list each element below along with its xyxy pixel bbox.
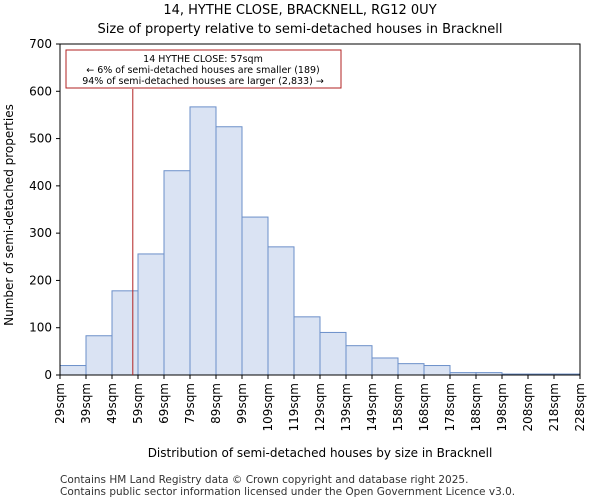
y-tick-label: 400 xyxy=(29,179,52,193)
x-tick-label: 218sqm xyxy=(547,383,561,431)
y-tick-label: 100 xyxy=(29,321,52,335)
chart-subtitle: Size of property relative to semi-detach… xyxy=(97,22,503,37)
x-tick-label: 99sqm xyxy=(235,383,249,424)
histogram-bar xyxy=(397,363,425,376)
x-tick-label: 208sqm xyxy=(521,383,535,431)
x-tick-label: 198sqm xyxy=(495,383,509,431)
y-tick-label: 0 xyxy=(44,368,52,382)
histogram-bar xyxy=(267,246,295,376)
histogram-bar xyxy=(293,316,321,376)
annotation-line-2: ← 6% of semi-detached houses are smaller… xyxy=(86,65,320,76)
histogram-bar xyxy=(319,331,347,376)
y-tick-label: 700 xyxy=(29,37,52,51)
y-tick-label: 300 xyxy=(29,226,52,240)
x-tick-label: 119sqm xyxy=(287,383,301,431)
x-tick-label: 139sqm xyxy=(339,383,353,431)
x-tick-label: 89sqm xyxy=(209,383,223,424)
histogram-bar xyxy=(137,253,165,376)
histogram-bar xyxy=(241,216,269,376)
x-tick-label: 39sqm xyxy=(79,383,93,424)
histogram-bar xyxy=(189,106,217,376)
histogram-bar xyxy=(111,290,139,376)
x-axis-label: Distribution of semi-detached houses by … xyxy=(148,446,493,460)
y-tick-label: 600 xyxy=(29,84,52,98)
x-tick-label: 59sqm xyxy=(131,383,145,424)
x-tick-label: 149sqm xyxy=(365,383,379,431)
x-tick-label: 109sqm xyxy=(261,383,275,431)
histogram-bar xyxy=(163,170,191,376)
chart-title: 14, HYTHE CLOSE, BRACKNELL, RG12 0UY xyxy=(163,3,437,18)
y-tick-label: 500 xyxy=(29,132,52,146)
histogram-bar xyxy=(371,357,399,376)
y-axis-label: Number of semi-detached properties xyxy=(2,104,16,326)
annotation-box: 14 HYTHE CLOSE: 57sqm ← 6% of semi-detac… xyxy=(65,49,342,89)
x-tick-label: 158sqm xyxy=(391,383,405,431)
x-tick-label: 49sqm xyxy=(105,383,119,424)
annotation-line-3: 94% of semi-detached houses are larger (… xyxy=(82,76,324,87)
histogram-chart: 0 100 200 300 400 500 600 700 29sqm 39sqm 49sqm 59s… xyxy=(2,37,587,460)
histogram-bar xyxy=(423,365,451,376)
x-tick-label: 178sqm xyxy=(443,383,457,431)
histogram-bar xyxy=(215,126,243,376)
x-tick-label: 29sqm xyxy=(53,383,67,424)
x-tick-label: 188sqm xyxy=(469,383,483,431)
x-tick-label: 69sqm xyxy=(157,383,171,424)
footer-line-2: Contains public sector information licen… xyxy=(60,486,516,498)
annotation-line-1: 14 HYTHE CLOSE: 57sqm xyxy=(143,54,263,65)
x-tick-label: 129sqm xyxy=(313,383,327,431)
histogram-bar xyxy=(59,365,87,376)
histogram-bar xyxy=(345,345,373,376)
x-tick-label: 228sqm xyxy=(573,383,587,431)
histogram-bar xyxy=(85,335,113,376)
x-tick-label: 168sqm xyxy=(417,383,431,431)
x-tick-label: 79sqm xyxy=(183,383,197,424)
footer-line-1: Contains HM Land Registry data © Crown c… xyxy=(60,474,469,486)
y-tick-label: 200 xyxy=(29,273,52,287)
